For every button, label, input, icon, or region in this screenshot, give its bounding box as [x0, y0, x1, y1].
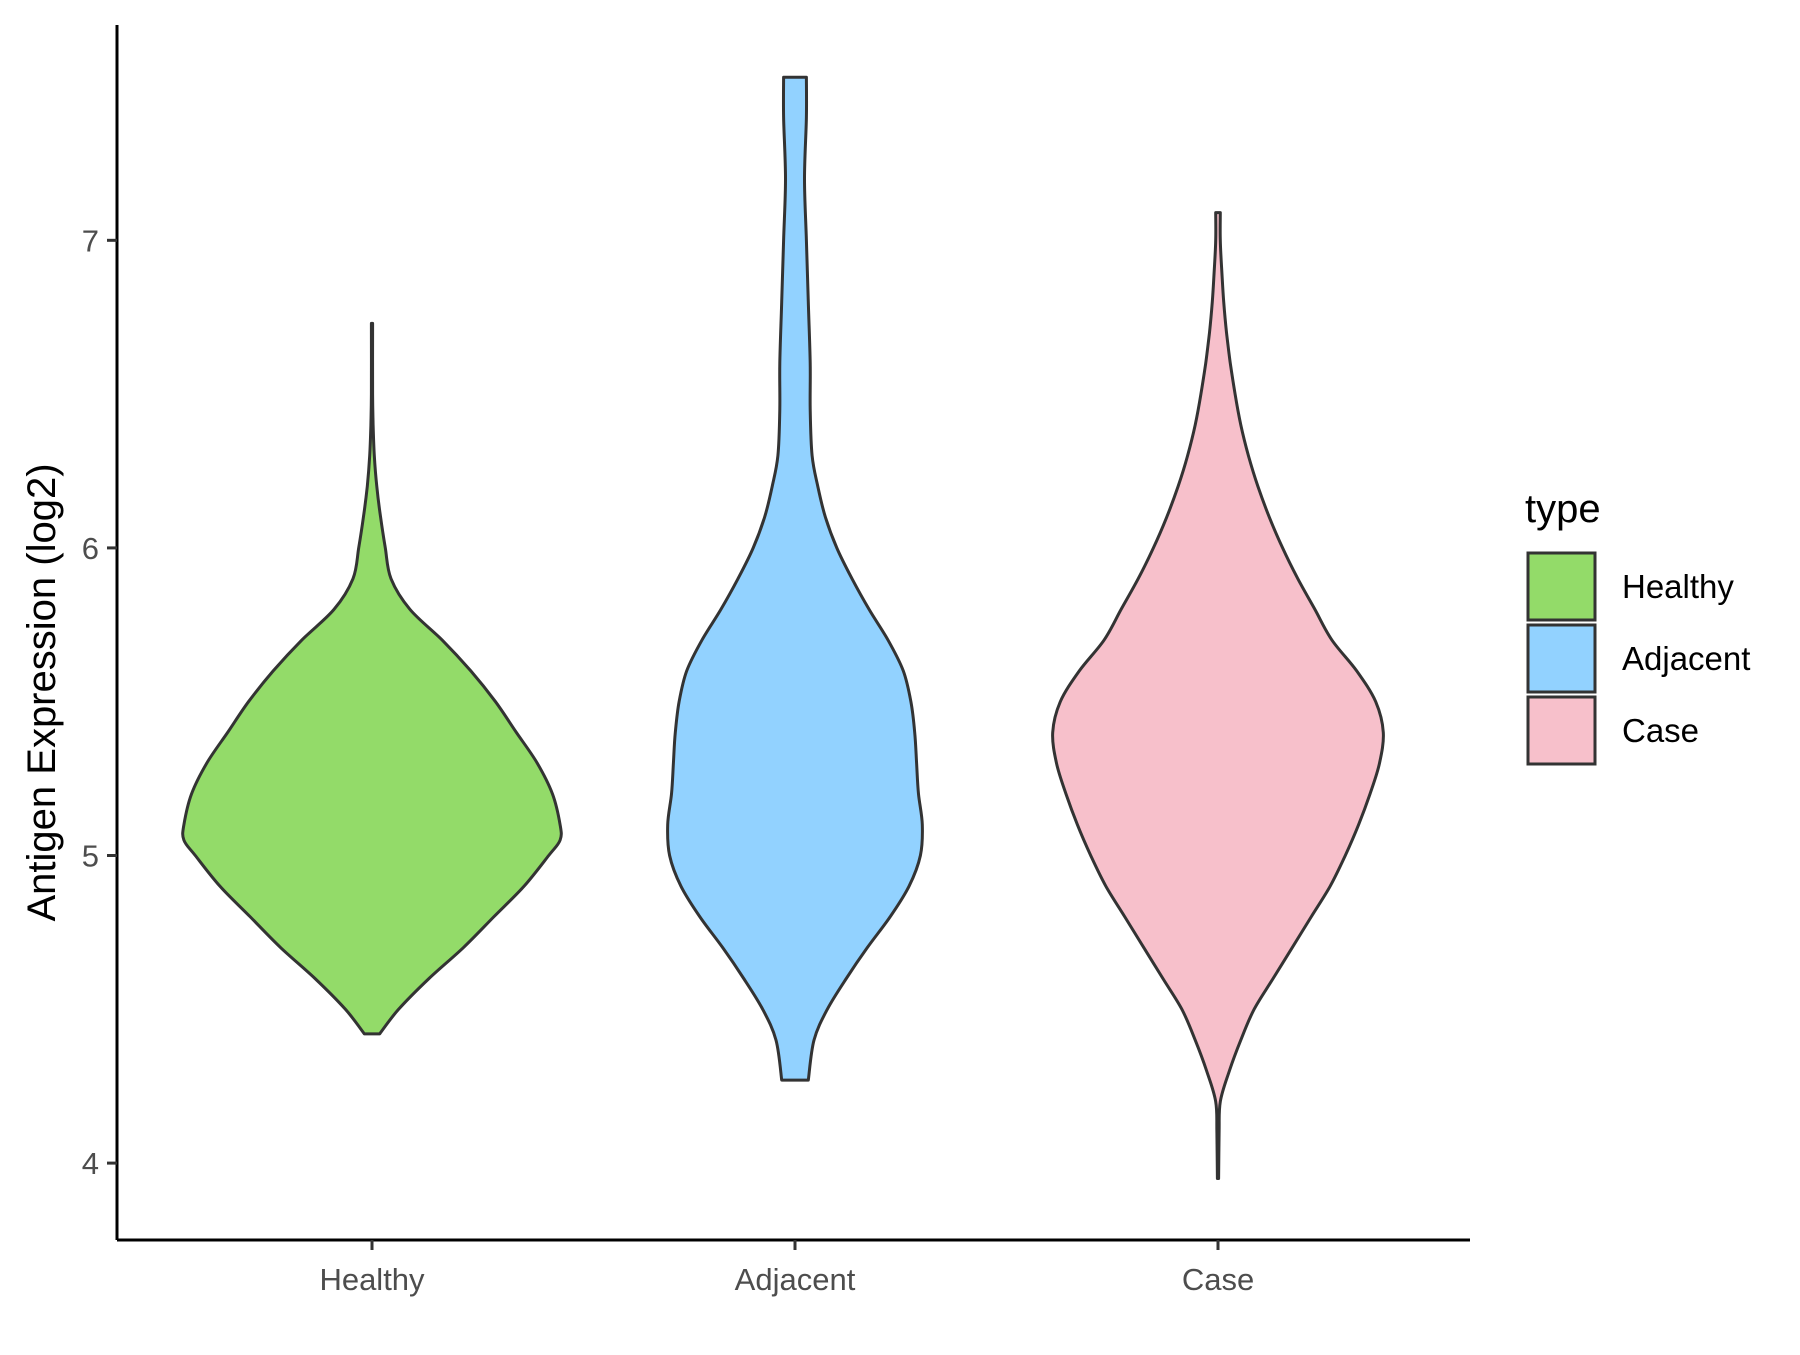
legend-items: Healthy Adjacent Case	[1526, 551, 1750, 766]
y-tick-label: 5	[82, 839, 99, 874]
y-tick-label: 4	[82, 1146, 99, 1181]
violins-layer	[181, 75, 1385, 1180]
legend-swatch-healthy	[1526, 551, 1597, 622]
x-tick-label: Case	[1182, 1262, 1254, 1297]
y-axis-title: Antigen Expression (log2)	[20, 463, 64, 921]
y-tick-label: 7	[82, 223, 99, 258]
legend-label-adjacent: Adjacent	[1622, 640, 1750, 677]
x-ticks: Healthy Adjacent Case	[319, 1240, 1254, 1297]
legend-label-healthy: Healthy	[1622, 568, 1734, 605]
violin-adjacent	[666, 75, 924, 1082]
legend-swatch-adjacent	[1526, 623, 1597, 694]
axes-layer: 4 5 6 7 Healthy Adjacent Case Antigen Express…	[20, 25, 1470, 1297]
legend-label-case: Case	[1622, 712, 1699, 749]
violin-healthy	[181, 321, 563, 1036]
legend-title: type	[1525, 487, 1601, 531]
x-tick-label: Healthy	[319, 1262, 425, 1297]
legend-swatch-case	[1526, 695, 1597, 766]
x-tick-label: Adjacent	[735, 1262, 856, 1297]
legend: type Healthy Adjacent Case	[1525, 487, 1750, 766]
y-ticks: 4 5 6 7	[82, 223, 117, 1181]
violin-case	[1051, 211, 1385, 1180]
y-tick-label: 6	[82, 531, 99, 566]
